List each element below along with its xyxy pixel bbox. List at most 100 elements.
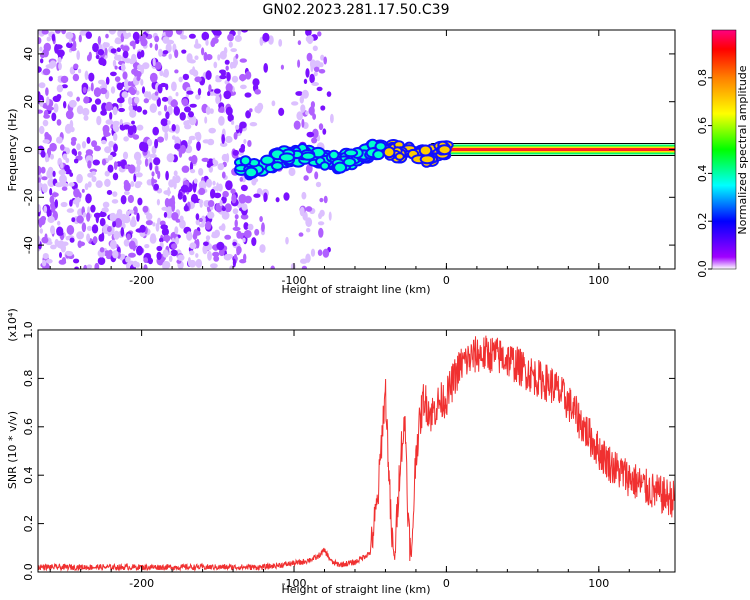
spectrogram-signal-core bbox=[330, 151, 338, 159]
spectrogram-noise-blob bbox=[124, 190, 130, 196]
spectrogram-noise-blob bbox=[61, 182, 69, 188]
spectrogram-noise-blob bbox=[108, 30, 117, 35]
spectrogram-noise-blob bbox=[303, 175, 309, 181]
spectrogram-noise-blob bbox=[145, 220, 153, 226]
spectrogram-noise-blob bbox=[318, 227, 324, 238]
spectrogram-noise-blob bbox=[160, 224, 168, 230]
spectrogram-noise-blob bbox=[310, 101, 315, 109]
spectrogram-noise-blob bbox=[139, 33, 147, 40]
spectrogram-noise-blob bbox=[226, 253, 233, 259]
spectrogram-noise-blob bbox=[74, 197, 81, 203]
snr-x-tick-label: -100 bbox=[282, 577, 307, 590]
spectrogram-noise-blob bbox=[175, 92, 179, 97]
spectrogram-noise-blob bbox=[236, 246, 242, 254]
spectrogram-noise-blob bbox=[116, 209, 123, 215]
spectrogram-noise-blob bbox=[198, 187, 206, 195]
spectrogram-noise-blob bbox=[39, 99, 44, 107]
spectrogram-noise-blob bbox=[153, 183, 159, 191]
spectrogram-noise-blob bbox=[143, 91, 151, 98]
spectrogram-noise-blob bbox=[221, 134, 225, 144]
spectrogram-noise-blob bbox=[119, 119, 123, 125]
spectrogram-noise-blob bbox=[129, 219, 137, 228]
spectrogram-noise-blob bbox=[195, 238, 200, 249]
spectrogram-noise-blob bbox=[205, 70, 212, 81]
spectrogram-noise-blob bbox=[163, 211, 168, 218]
spectrogram-noise-blob bbox=[47, 215, 55, 224]
spectrogram-noise-blob bbox=[42, 253, 49, 260]
spectrogram-noise-blob bbox=[175, 236, 179, 245]
spectrogram-noise-blob bbox=[207, 200, 215, 207]
spectrogram-noise-blob bbox=[129, 59, 134, 65]
spectrogram-noise-blob bbox=[242, 237, 246, 243]
spectrogram-noise-blob bbox=[253, 193, 261, 198]
spectrogram-noise-blob bbox=[303, 78, 308, 84]
spectrogram-signal-core bbox=[374, 151, 383, 159]
spectrogram-noise-blob bbox=[38, 235, 41, 245]
spectrogram-noise-blob bbox=[122, 45, 130, 52]
spectrogram-noise-blob bbox=[70, 126, 75, 133]
spectrogram-noise-blob bbox=[41, 183, 48, 193]
spectrogram-noise-blob bbox=[154, 91, 159, 96]
spectrogram-noise-blob bbox=[40, 58, 44, 64]
spectrogram-noise-blob bbox=[85, 149, 94, 156]
spectrogram-noise-blob bbox=[113, 161, 118, 171]
spectrogram-noise-blob bbox=[40, 166, 46, 174]
spectrogram-noise-blob bbox=[165, 170, 169, 181]
spectrogram-noise-blob bbox=[142, 109, 148, 115]
spectrogram-noise-blob bbox=[306, 131, 315, 138]
spectrogram-noise-blob bbox=[241, 30, 248, 33]
spectrogram-noise-blob bbox=[132, 260, 139, 268]
spectrogram-noise-blob bbox=[194, 55, 199, 60]
spectrogram-noise-blob bbox=[122, 71, 128, 80]
spectrogram-noise-blob bbox=[243, 139, 247, 144]
spectrogram-noise-blob bbox=[183, 205, 189, 212]
spectrogram-noise-blob bbox=[173, 170, 178, 177]
spectrogram-noise-blob bbox=[105, 119, 114, 125]
spectrogram-noise-blob bbox=[139, 224, 146, 233]
spectrogram-noise-blob bbox=[83, 115, 89, 121]
spectrogram-noise-blob bbox=[68, 38, 72, 44]
spectrogram-noise-blob bbox=[225, 65, 229, 71]
spectrogram-noise-blob bbox=[38, 91, 41, 100]
spectrogram-noise-blob bbox=[114, 218, 123, 228]
spectrogram-noise-blob bbox=[156, 251, 162, 261]
spectrogram-noise-blob bbox=[66, 225, 75, 235]
spectrogram-noise-blob bbox=[58, 62, 62, 71]
spectrogram-noise-blob bbox=[40, 150, 46, 158]
spectrogram-noise-blob bbox=[319, 197, 324, 203]
spectrogram-noise-blob bbox=[162, 261, 169, 269]
colorbar-tick-label: 0.6 bbox=[696, 117, 709, 135]
spectrogram-noise-blob bbox=[42, 68, 51, 76]
spectrogram-noise-blob bbox=[99, 247, 105, 253]
spectrogram-noise-blob bbox=[76, 96, 80, 102]
spectrogram-noise-blob bbox=[101, 139, 107, 145]
snr-x-axis-label: Height of straight line (km) bbox=[281, 583, 430, 596]
spectrogram-noise-blob bbox=[112, 122, 117, 132]
spectrogram-noise-blob bbox=[179, 219, 186, 229]
spectrogram-noise-blob bbox=[64, 164, 70, 172]
spectrogram-noise-blob bbox=[114, 65, 118, 70]
spectrogram-noise-blob bbox=[174, 175, 181, 184]
spectrogram-noise-blob bbox=[137, 64, 143, 71]
spectrogram-noise-blob bbox=[130, 181, 135, 187]
spectrogram-noise-blob bbox=[165, 235, 169, 243]
spectrogram-noise-blob bbox=[278, 39, 283, 47]
spectrogram-noise-blob bbox=[195, 131, 202, 142]
spectrogram-noise-blob bbox=[127, 32, 132, 38]
spectrogram-noise-blob bbox=[53, 103, 59, 113]
spectrogram-noise-blob bbox=[234, 214, 239, 220]
spectrogram-noise-blob bbox=[133, 173, 137, 182]
spectrogram-noise-blob bbox=[143, 264, 148, 269]
spectrogram-noise-blob bbox=[97, 49, 105, 56]
spectrogram-noise-blob bbox=[189, 242, 197, 250]
spectrogram-noise-blob bbox=[308, 107, 313, 115]
spectrogram-signal-core bbox=[396, 154, 403, 159]
spectrogram-noise-blob bbox=[123, 239, 130, 247]
spectrogram-noise-blob bbox=[320, 105, 326, 111]
spectrogram-noise-blob bbox=[164, 197, 170, 208]
spectrogram-noise-blob bbox=[101, 232, 105, 242]
spectrogram-noise-blob bbox=[105, 76, 110, 85]
spectrogram-noise-blob bbox=[109, 212, 117, 222]
spectrogram-noise-blob bbox=[218, 116, 225, 126]
